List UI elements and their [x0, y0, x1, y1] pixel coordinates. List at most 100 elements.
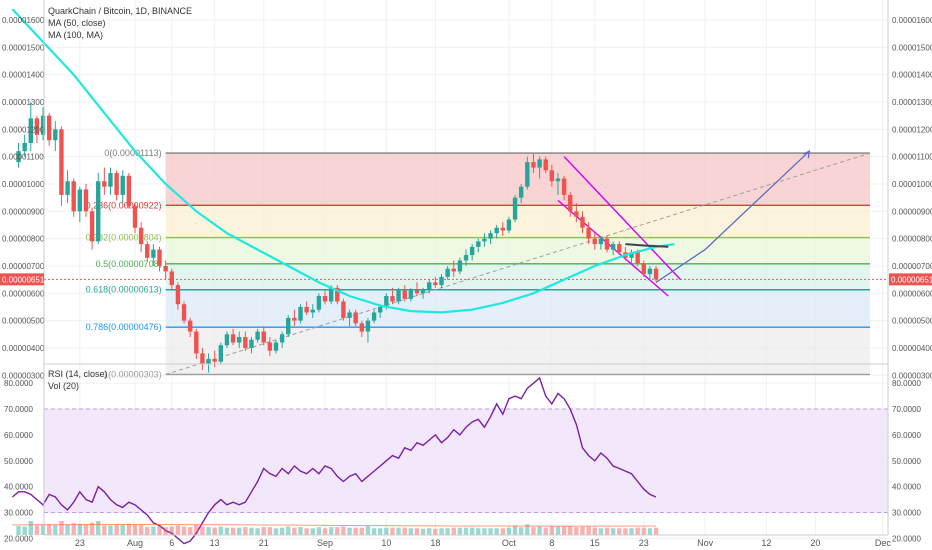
- candle-body: [83, 189, 89, 212]
- price-tick-right: 0.00001200: [892, 125, 932, 134]
- price-tick-right: 0.00001600: [892, 16, 932, 25]
- rsi-tick-left: 30.0000: [4, 509, 33, 518]
- candle-body: [261, 331, 266, 343]
- candle-body: [292, 317, 297, 321]
- candle-body: [335, 287, 340, 302]
- date-label: Oct: [502, 538, 517, 548]
- candle-body: [359, 323, 365, 332]
- ma50-line: [11, 8, 675, 314]
- candle-body: [298, 306, 303, 321]
- chart-title: QuarkChain / Bitcoin, 1D, BINANCE: [48, 6, 192, 16]
- candle-body: [132, 205, 138, 228]
- volume-bar: [224, 527, 230, 535]
- volume-bar: [255, 528, 260, 535]
- date-label: 10: [381, 538, 391, 548]
- rsi-tick-left: 20.0000: [4, 534, 33, 543]
- candle-body: [635, 252, 640, 264]
- trend-drawings[interactable]: [44, 150, 888, 297]
- volume-bar: [114, 524, 119, 535]
- volume-bar: [328, 527, 334, 535]
- candle-body: [439, 276, 444, 286]
- volume-bar: [580, 526, 585, 535]
- date-label: Nov: [697, 538, 714, 548]
- volume-bar: [629, 528, 634, 535]
- fib-zone: [165, 205, 870, 238]
- volume-bar: [439, 528, 444, 535]
- volume-bar: [53, 524, 58, 535]
- volume-bar: [494, 528, 499, 535]
- volume-bar: [243, 527, 248, 535]
- volume-bar: [151, 526, 156, 535]
- volume-bar: [46, 524, 52, 535]
- candle-body: [482, 238, 487, 242]
- candle-body: [151, 249, 156, 258]
- candle-body: [114, 173, 119, 195]
- candle-body: [568, 194, 573, 212]
- volume-bar: [353, 527, 358, 535]
- candle-body: [304, 306, 309, 313]
- date-label: 21: [259, 538, 269, 548]
- date-label: 6: [169, 538, 174, 548]
- volume-bar: [335, 527, 340, 535]
- volume-bar: [617, 528, 622, 535]
- volume-bar: [488, 528, 493, 535]
- candle-body: [518, 186, 524, 198]
- candle-body: [629, 252, 634, 258]
- volume-bar: [402, 527, 407, 535]
- candle-body: [396, 290, 401, 302]
- volume-bar: [230, 527, 236, 535]
- volume-bar: [169, 526, 174, 535]
- volume-bar: [610, 528, 616, 535]
- volume-bar: [34, 525, 40, 535]
- volume-bar: [549, 526, 555, 535]
- candle-body: [279, 334, 285, 343]
- candle-body: [353, 312, 358, 324]
- candle-body: [249, 339, 254, 348]
- volume-bar: [341, 526, 346, 535]
- candle-body: [555, 178, 561, 182]
- volume-bar: [298, 527, 303, 535]
- candle-body: [580, 216, 585, 228]
- candle-body: [328, 287, 334, 302]
- volume-bar: [187, 527, 193, 535]
- candle-body: [230, 334, 236, 343]
- volume-bar: [647, 528, 653, 535]
- fib-zone: [165, 263, 870, 290]
- candlestick-series: [16, 101, 659, 373]
- fib-level-label: 0.618(0.00000613): [86, 285, 162, 295]
- volume-bars: [12, 521, 659, 535]
- volume-bar: [163, 527, 168, 535]
- price-tick-left: 0.00001300: [2, 98, 45, 107]
- volume-bar: [537, 526, 542, 535]
- price-tick-right: 0.00000600: [892, 289, 932, 298]
- candle-body: [574, 211, 579, 217]
- volume-bar: [543, 527, 548, 535]
- candle-body: [427, 282, 432, 291]
- date-label: 12: [761, 538, 771, 548]
- candle-body: [169, 271, 174, 286]
- date-label: Aug: [127, 538, 143, 548]
- candle-body: [267, 342, 273, 351]
- candle-body: [273, 342, 279, 351]
- candle-body: [365, 320, 371, 332]
- price-tick-right: 0.00000300: [892, 371, 932, 380]
- candle-body: [506, 219, 512, 231]
- candle-body: [371, 312, 377, 321]
- volume-bar: [463, 527, 469, 535]
- volume-bar: [586, 526, 591, 535]
- candle-body: [65, 181, 70, 195]
- candle-body: [40, 115, 46, 135]
- price-tick-right: 0.00000500: [892, 317, 932, 326]
- fibonacci-retracement[interactable]: 0(0.00001113) 0.236(0.00000922) 0.382(0.00…: [86, 148, 871, 379]
- volume-bar: [286, 526, 291, 535]
- price-tick-left: 0.00000900: [2, 207, 45, 216]
- candle-body: [500, 227, 505, 231]
- candle-body: [206, 358, 211, 365]
- candle-body: [126, 175, 132, 206]
- candle-body: [243, 337, 248, 348]
- rsi-pane: [11, 376, 888, 545]
- volume-bar: [623, 528, 628, 535]
- candle-body: [77, 189, 83, 212]
- rsi-tick-left: 80.0000: [4, 379, 33, 388]
